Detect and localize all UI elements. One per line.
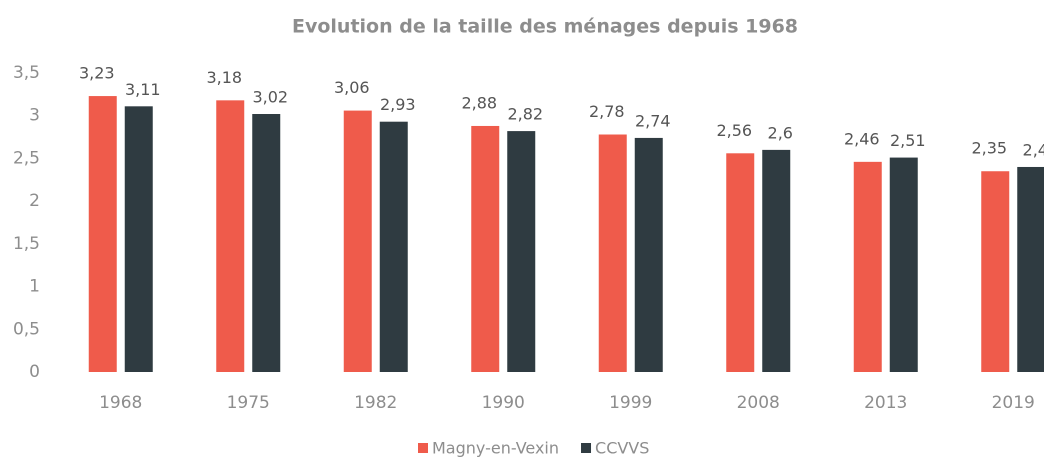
value-label: 2,78 xyxy=(589,102,625,121)
y-tick-label: 2,5 xyxy=(13,148,40,168)
value-label: 3,18 xyxy=(206,68,242,87)
y-tick-label: 2 xyxy=(29,191,40,211)
value-label: 3,06 xyxy=(334,78,370,97)
bar xyxy=(471,125,500,372)
value-label: 3,11 xyxy=(125,80,161,99)
value-label: 3,23 xyxy=(79,64,115,83)
legend-label: CCVVS xyxy=(595,439,649,458)
x-tick-label: 1990 xyxy=(482,393,525,413)
x-tick-label: 2008 xyxy=(737,393,780,413)
bar xyxy=(634,137,663,372)
y-tick-label: 3 xyxy=(29,106,40,126)
bar xyxy=(507,131,536,372)
bar xyxy=(88,96,117,373)
value-label: 2,56 xyxy=(716,121,752,140)
chart-title: Evolution de la taille des ménages depui… xyxy=(292,16,798,38)
value-label: 2,74 xyxy=(635,111,671,130)
bar xyxy=(124,106,153,373)
bar xyxy=(598,134,627,372)
value-label: 2,88 xyxy=(461,93,497,112)
bar xyxy=(379,121,408,373)
x-tick-label: 1968 xyxy=(99,393,142,413)
x-tick-label: 2013 xyxy=(864,393,907,413)
bar xyxy=(726,153,755,372)
value-label: 2,93 xyxy=(380,95,416,114)
x-tick-label: 1975 xyxy=(227,393,270,413)
y-tick-label: 1 xyxy=(29,277,40,297)
bar xyxy=(853,161,882,372)
bar xyxy=(889,157,918,372)
y-tick-label: 0,5 xyxy=(13,319,40,339)
value-label: 2,4 xyxy=(1023,140,1044,159)
value-label: 3,02 xyxy=(252,88,288,107)
bar xyxy=(762,149,791,372)
value-label: 2,82 xyxy=(507,105,543,124)
legend-label: Magny-en-Vexin xyxy=(432,439,559,458)
bar xyxy=(216,100,245,372)
x-tick-label: 2019 xyxy=(992,393,1035,413)
bar xyxy=(981,171,1010,372)
x-tick-label: 1999 xyxy=(609,393,652,413)
y-tick-label: 3,5 xyxy=(13,63,40,83)
bar xyxy=(343,110,372,373)
value-label: 2,46 xyxy=(844,129,880,148)
value-label: 2,6 xyxy=(768,123,793,142)
y-tick-label: 1,5 xyxy=(13,234,40,254)
legend-swatch xyxy=(581,443,592,453)
y-tick-label: 0 xyxy=(29,362,40,382)
value-label: 2,35 xyxy=(971,139,1007,158)
bar xyxy=(1017,166,1044,372)
x-tick-label: 1982 xyxy=(354,393,397,413)
bar xyxy=(252,114,281,373)
legend-swatch xyxy=(418,443,428,453)
value-label: 2,51 xyxy=(890,131,926,150)
